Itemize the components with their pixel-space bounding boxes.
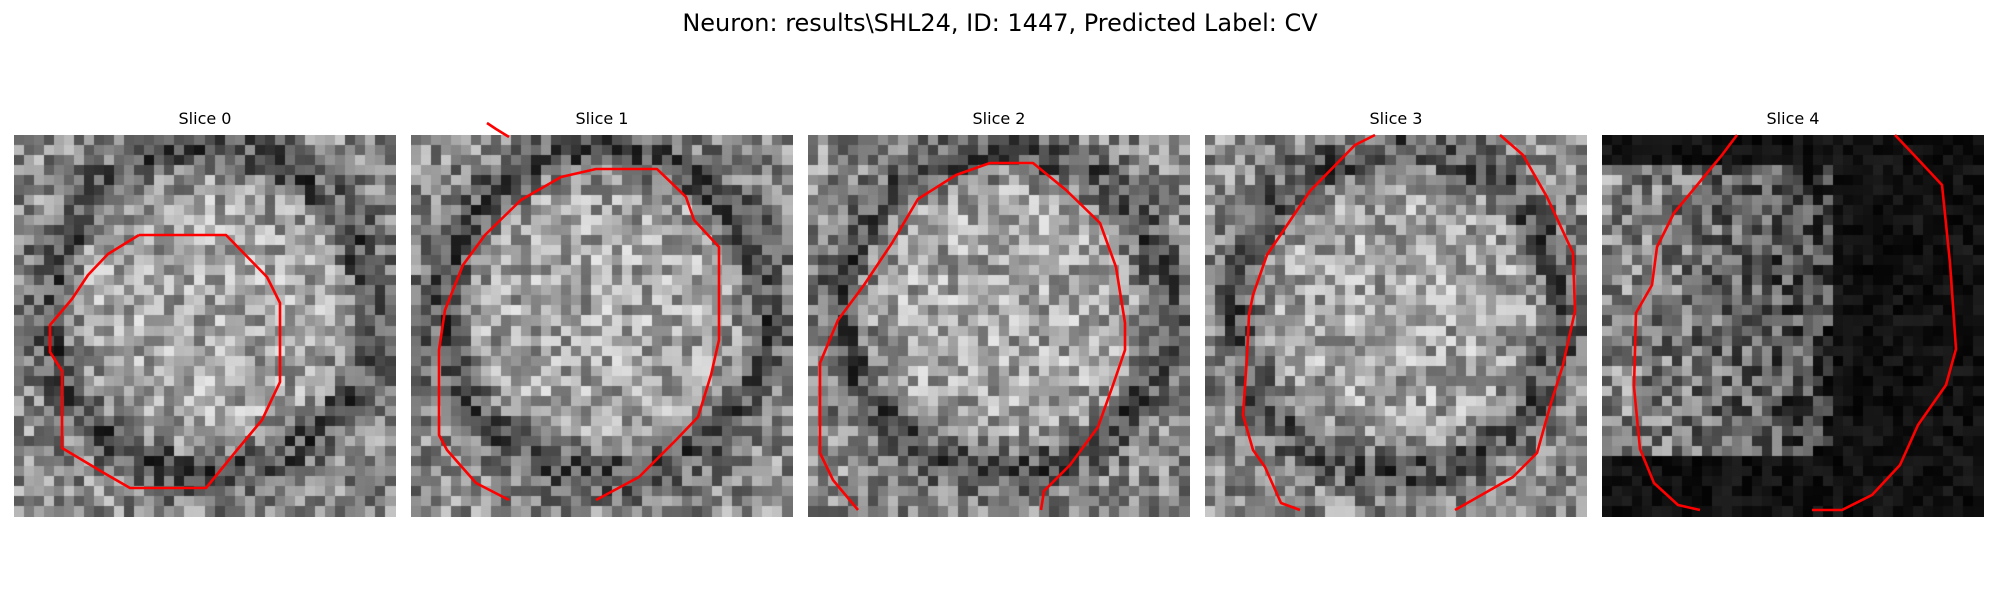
- roi-contour: [486, 121, 510, 139]
- slice-panel: Slice 0: [14, 106, 396, 517]
- contour-overlay: [1241, 133, 1577, 512]
- slice-image: [1205, 135, 1587, 517]
- slice-panel: Slice 3: [1205, 106, 1587, 517]
- slice-title: Slice 3: [1369, 109, 1423, 128]
- contour-overlay: [1632, 134, 1958, 512]
- slice-image: [411, 135, 793, 517]
- roi-contour: [1812, 134, 1958, 512]
- roi-contour: [48, 233, 282, 490]
- roi-contour: [1454, 134, 1577, 512]
- contour-overlay: [818, 161, 1127, 511]
- slice-title: Slice 0: [178, 109, 232, 128]
- slice-title: Slice 2: [972, 109, 1026, 128]
- roi-contour: [437, 167, 721, 502]
- contour-overlay: [437, 121, 721, 502]
- contour-overlay: [48, 233, 282, 490]
- roi-contour: [1241, 133, 1376, 512]
- slice-panel: Slice 2: [808, 106, 1190, 517]
- slice-image: [808, 135, 1190, 517]
- slice-panel: Slice 4: [1602, 106, 1984, 517]
- slice-image: [14, 135, 396, 517]
- slice-panel: Slice 1: [411, 106, 793, 517]
- slice-title: Slice 4: [1766, 109, 1820, 128]
- roi-contour: [818, 161, 1127, 511]
- slice-title: Slice 1: [575, 109, 629, 128]
- slice-image: [1602, 135, 1984, 517]
- roi-contour: [1632, 134, 1739, 512]
- figure-title: Neuron: results\SHL24, ID: 1447, Predict…: [682, 9, 1318, 37]
